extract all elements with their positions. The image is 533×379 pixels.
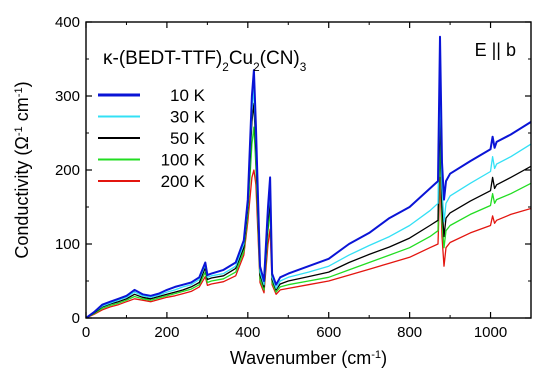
y-tick-label: 200 [55, 162, 80, 179]
x-tick-label: 200 [154, 324, 179, 341]
legend-label: 200 K [161, 172, 206, 191]
y-axis-title: Conductivity (Ω-1 cm-1) [12, 81, 32, 258]
y-tick-label: 300 [55, 88, 80, 105]
series-layer [86, 35, 531, 318]
x-axis-title: Wavenumber (cm-1) [230, 348, 387, 368]
legend-label: 100 K [161, 151, 206, 170]
series-line-5 [86, 169, 531, 318]
x-tick-label: 400 [235, 324, 260, 341]
y-tick-label: 400 [55, 14, 80, 31]
x-tick-label: 1000 [474, 324, 507, 341]
series-line-3 [86, 102, 531, 318]
sample-label: κ-(BEDT-TTF)2Cu2(CN)3 [103, 48, 307, 74]
legend-label: 50 K [170, 129, 206, 148]
legend: 10 K 30 K 50 K 100 K 200 K [98, 86, 206, 191]
x-tick-label: 600 [316, 324, 341, 341]
x-tick-label: 0 [82, 324, 90, 341]
y-tick-label: 100 [55, 236, 80, 253]
legend-label: 30 K [170, 108, 206, 127]
legend-label: 10 K [170, 86, 206, 105]
series-line-1 [86, 35, 531, 318]
series-line-2 [86, 80, 531, 318]
axes-layer: 0 200 400 600 800 1000 0 100 200 300 400 [55, 14, 531, 341]
polarization-label: E || b [475, 40, 516, 60]
x-tick-label: 800 [397, 324, 422, 341]
series-line-4 [86, 126, 531, 318]
y-tick-label: 0 [72, 310, 80, 327]
